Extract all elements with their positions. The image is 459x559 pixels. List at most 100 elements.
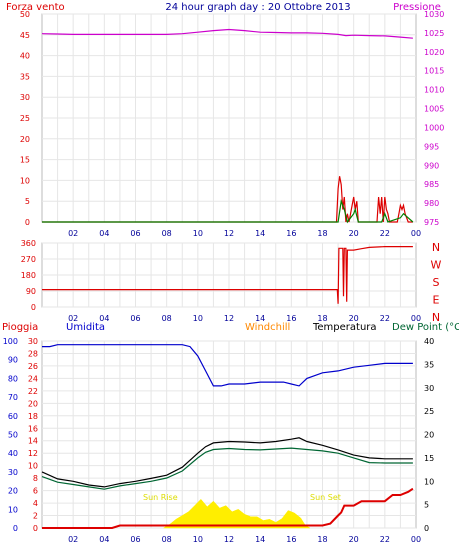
- p1-x-tick-label-14: 14: [255, 229, 265, 238]
- series-line-umidita: [42, 344, 413, 387]
- rain-tick-12: 12: [28, 449, 38, 458]
- rain-tick-0: 0: [33, 524, 38, 533]
- humidity-ticks: 0 10 20 30 40 50 60 70 80 90 100: [3, 337, 18, 533]
- p3-x-tick-label-12: 12: [224, 535, 234, 544]
- p2-x-tick-label-08: 08: [162, 314, 172, 323]
- temperature-tick-35: 35: [424, 360, 434, 369]
- dewpoint-legend: Dew Point (°C: [392, 322, 459, 333]
- wind-direction-grid: [42, 242, 416, 308]
- humidity-tick-60: 60: [8, 412, 18, 421]
- rain-tick-22: 22: [28, 387, 38, 396]
- rain-tick-16: 16: [28, 424, 38, 433]
- wind-speed-tick-5: 5: [25, 197, 30, 206]
- rain-tick-10: 10: [28, 462, 38, 471]
- rain-axis-title: Pioggia: [2, 322, 38, 333]
- temperature-tick-5: 5: [424, 501, 429, 510]
- humidity-tick-0: 0: [13, 524, 18, 533]
- p3-x-tick-label-14: 14: [255, 535, 265, 544]
- p2-x-tick-label-10: 10: [193, 314, 203, 323]
- pressure-tick-1000: 1000: [424, 123, 444, 132]
- humidity-tick-80: 80: [8, 374, 18, 383]
- pressure-tick-990: 990: [424, 161, 439, 170]
- humidity-tick-50: 50: [8, 431, 18, 440]
- p2-x-tick-label-18: 18: [317, 314, 327, 323]
- temperature-tick-15: 15: [424, 454, 434, 463]
- p2-x-tick-label-20: 20: [349, 314, 359, 323]
- pressure-tick-1020: 1020: [424, 48, 444, 57]
- rain-tick-14: 14: [28, 437, 38, 446]
- temperature-legend: Temperatura: [312, 322, 377, 333]
- p1-x-tick-label-16: 16: [286, 229, 296, 238]
- temperature-tick-30: 30: [424, 384, 434, 393]
- p2-x-tick-label-22: 22: [380, 314, 390, 323]
- pressure-tick-980: 980: [424, 199, 439, 208]
- temperature-tick-25: 25: [424, 407, 434, 416]
- humidity-tick-90: 90: [8, 356, 18, 365]
- series-line-direzione-vento: [42, 246, 413, 304]
- pressure-tick-1005: 1005: [424, 105, 444, 114]
- p2-x-tick-label-04: 04: [99, 314, 109, 323]
- wind-pressure-series: [41, 28, 414, 224]
- pressure-tick-1025: 1025: [424, 29, 444, 38]
- series-line-temperatura: [41, 437, 413, 488]
- wind-direction-ticks: 0 90 180 270 360: [21, 239, 36, 312]
- p3-x-tick-label-16: 16: [286, 535, 296, 544]
- p2-x-tick-label-06: 06: [130, 314, 140, 323]
- p2-x-tick-label-02: 02: [68, 314, 78, 323]
- sunset-annotation: Sun Set: [310, 493, 341, 502]
- rain-tick-28: 28: [28, 349, 38, 358]
- p1-x-tick-label-06: 06: [130, 229, 140, 238]
- p2-x-tick-label-14: 14: [255, 314, 265, 323]
- wind-speed-tick-10: 10: [20, 176, 30, 185]
- humidity-tick-20: 20: [8, 487, 18, 496]
- p1-x-tick-label-00: 00: [411, 229, 421, 238]
- humidity-axis-title: Umidita: [66, 322, 105, 333]
- temperature-panel: Pioggia Umidita Windchill Temperatura De…: [2, 322, 459, 544]
- humidity-tick-100: 100: [3, 337, 18, 346]
- humidity-tick-40: 40: [8, 449, 18, 458]
- wind-speed-tick-20: 20: [20, 135, 30, 144]
- wind-direction-series: [42, 246, 413, 304]
- p3-x-tick-label-02: 02: [68, 535, 78, 544]
- rain-tick-18: 18: [28, 412, 38, 421]
- temperature-tick-10: 10: [424, 477, 434, 486]
- wind-speed-tick-50: 50: [20, 10, 30, 19]
- pressure-tick-1015: 1015: [424, 67, 444, 76]
- temperature-series: [41, 344, 414, 529]
- series-line-dew-point-c: [41, 447, 413, 490]
- series-line-pressione: [41, 28, 413, 39]
- p1-x-tick-label-12: 12: [224, 229, 234, 238]
- rain-tick-24: 24: [28, 374, 38, 383]
- compass-label-4: N: [432, 311, 440, 324]
- wind-direction-tick-270: 270: [21, 255, 36, 264]
- wind-direction-x-ticks: 02 04 06 08 10 12 14 16 18 20 22 00: [68, 314, 421, 323]
- series-area-solare: [162, 498, 311, 529]
- temperature-x-ticks: 02 04 06 08 10 12 14 16 18 20 22 00: [68, 535, 421, 544]
- p1-x-tick-label-04: 04: [99, 229, 109, 238]
- p3-x-tick-label-22: 22: [380, 535, 390, 544]
- compass-label-1: W: [431, 259, 442, 272]
- p1-x-tick-label-10: 10: [193, 229, 203, 238]
- wind-direction-tick-180: 180: [21, 271, 36, 280]
- humidity-tick-10: 10: [8, 505, 18, 514]
- p3-x-tick-label-00: 00: [411, 535, 421, 544]
- wind-pressure-x-ticks: 02 04 06 08 10 12 14 16 18 20 22 00: [68, 229, 421, 238]
- p2-x-tick-label-12: 12: [224, 314, 234, 323]
- p3-x-tick-label-10: 10: [193, 535, 203, 544]
- rain-tick-8: 8: [33, 474, 38, 483]
- p3-x-tick-label-04: 04: [99, 535, 109, 544]
- wind-speed-tick-35: 35: [20, 72, 30, 81]
- p3-x-tick-label-18: 18: [317, 535, 327, 544]
- temperature-tick-40: 40: [424, 337, 434, 346]
- humidity-tick-70: 70: [8, 393, 18, 402]
- temperature-tick-0: 0: [424, 524, 429, 533]
- p1-x-tick-label-02: 02: [68, 229, 78, 238]
- compass-label-2: S: [433, 276, 440, 289]
- p1-x-tick-label-22: 22: [380, 229, 390, 238]
- pressure-tick-985: 985: [424, 180, 439, 189]
- pressure-axis-title: Pressione: [393, 2, 441, 13]
